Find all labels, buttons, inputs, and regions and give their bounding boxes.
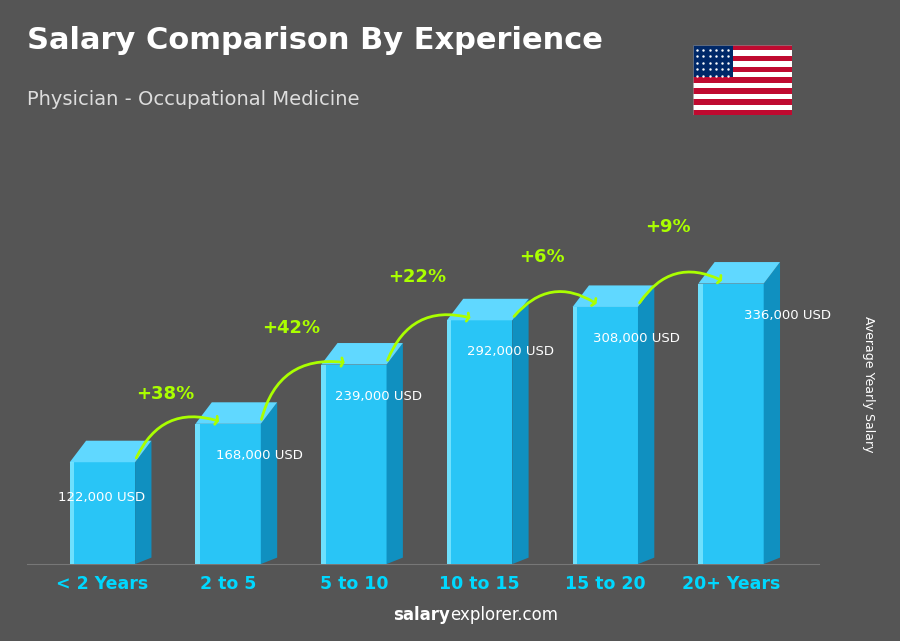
Bar [693, 50, 792, 56]
Bar [693, 67, 792, 72]
Text: +38%: +38% [136, 385, 194, 403]
Polygon shape [638, 285, 654, 564]
Text: Salary Comparison By Experience: Salary Comparison By Experience [27, 26, 603, 54]
Text: Average Yearly Salary: Average Yearly Salary [862, 317, 875, 453]
Text: +22%: +22% [388, 268, 446, 286]
Polygon shape [764, 262, 780, 564]
Polygon shape [195, 403, 277, 424]
Bar [693, 99, 792, 104]
Text: +6%: +6% [519, 248, 565, 266]
Bar [69, 462, 75, 564]
Text: +42%: +42% [262, 319, 320, 337]
Bar [572, 307, 577, 564]
Bar [693, 45, 733, 78]
Polygon shape [572, 285, 654, 307]
Polygon shape [69, 441, 151, 462]
Bar [693, 61, 792, 67]
Bar [69, 462, 135, 564]
Bar [447, 320, 512, 564]
Bar [693, 88, 792, 94]
Bar [321, 365, 326, 564]
Bar [698, 283, 703, 564]
Polygon shape [135, 441, 151, 564]
Polygon shape [321, 343, 403, 365]
Bar [693, 56, 792, 61]
Polygon shape [261, 403, 277, 564]
Text: 292,000 USD: 292,000 USD [467, 345, 554, 358]
Bar [195, 424, 261, 564]
Text: 336,000 USD: 336,000 USD [743, 309, 831, 322]
Bar [693, 94, 792, 99]
Bar [693, 45, 792, 50]
Polygon shape [698, 262, 780, 283]
Polygon shape [386, 343, 403, 564]
Bar [693, 104, 792, 110]
Bar [698, 283, 764, 564]
Bar [693, 83, 792, 88]
Text: 239,000 USD: 239,000 USD [335, 390, 422, 403]
Bar [195, 424, 200, 564]
Bar [693, 72, 792, 78]
Polygon shape [447, 299, 528, 320]
Text: explorer.com: explorer.com [450, 606, 558, 624]
Text: 168,000 USD: 168,000 USD [216, 449, 302, 462]
Bar [693, 110, 792, 115]
Bar [693, 78, 792, 83]
Text: +9%: +9% [645, 218, 691, 236]
Bar [447, 320, 452, 564]
Text: salary: salary [393, 606, 450, 624]
Bar [572, 307, 638, 564]
Text: 308,000 USD: 308,000 USD [593, 332, 680, 345]
Text: 122,000 USD: 122,000 USD [58, 491, 146, 504]
Text: Physician - Occupational Medicine: Physician - Occupational Medicine [27, 90, 359, 109]
Bar [321, 365, 386, 564]
Polygon shape [512, 299, 528, 564]
